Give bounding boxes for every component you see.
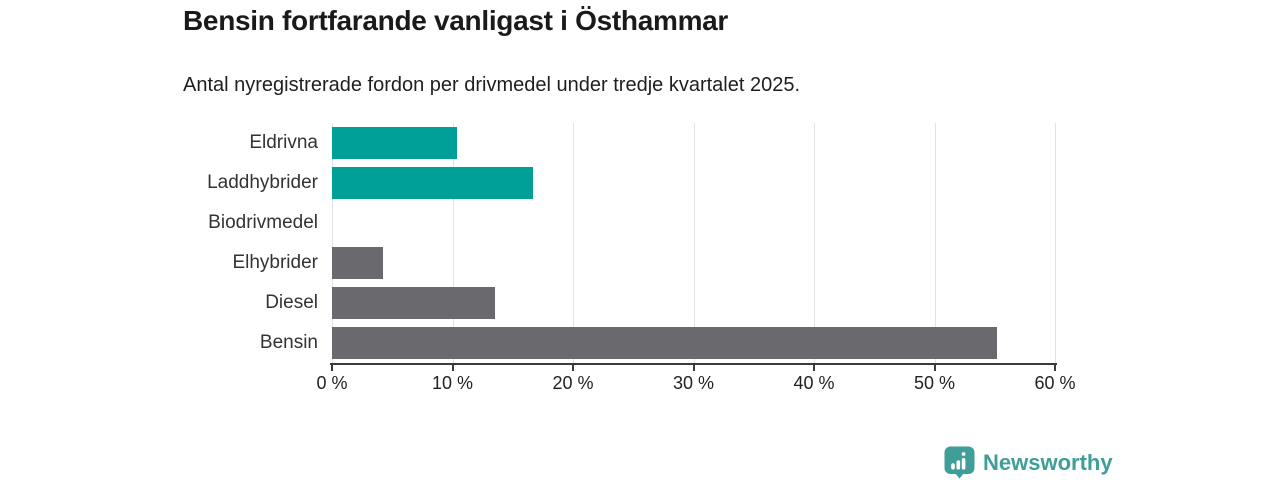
x-tick-label: 30 % [672, 373, 715, 393]
gridline [814, 123, 815, 363]
category-axis-labels: Eldrivna Laddhybrider Biodrivmedel Elhybrid… [0, 123, 318, 363]
gridline [573, 123, 574, 363]
x-axis-tick [572, 365, 574, 371]
x-tick-label: 40 % [793, 373, 835, 393]
gridline [1055, 123, 1056, 363]
x-tick-label: 0 % [316, 373, 348, 393]
x-tick-label: 20 % [552, 373, 594, 393]
category-label: Eldrivna [249, 132, 318, 153]
bar-eldrivna [332, 127, 458, 159]
x-tick-label: 50 % [913, 373, 956, 393]
x-axis-tick [451, 365, 454, 371]
bar-bensin [332, 327, 998, 359]
x-axis-tick [813, 365, 815, 371]
gridline [934, 123, 936, 363]
category-label: Bensin [259, 332, 318, 353]
category-label: Biodrivmedel [208, 212, 318, 233]
x-tick-label: 10 % [431, 373, 474, 393]
category-label: Elhybrider [232, 252, 318, 273]
category-label: Laddhybrider [207, 172, 318, 193]
x-axis-tick [933, 365, 936, 371]
gridline [452, 123, 454, 363]
x-axis-tick [1054, 365, 1056, 371]
gridline [332, 123, 333, 363]
chart-title: Bensin fortfarande vanligast i Östhammar [183, 5, 729, 36]
bar-elhybrider [332, 247, 383, 279]
newsworthy-logo-icon [944, 446, 975, 479]
newsworthy-logo: Newsworthy [944, 446, 1113, 479]
category-label: Diesel [265, 292, 318, 313]
chart-subtitle: Antal nyregistrerade fordon per drivmede… [183, 74, 801, 96]
bar-laddhybrider [332, 167, 534, 199]
x-axis-line [330, 363, 1057, 365]
x-axis-tick [331, 365, 333, 371]
x-tick-label: 60 % [1034, 373, 1076, 393]
x-axis-tick [692, 365, 695, 371]
bar-diesel [332, 287, 495, 319]
bar-chart: Eldrivna Laddhybrider Biodrivmedel Elhybrid… [0, 123, 1100, 423]
plot-area [332, 123, 1056, 363]
gridline [693, 123, 695, 363]
newsworthy-logo-text: Newsworthy [983, 449, 1113, 475]
